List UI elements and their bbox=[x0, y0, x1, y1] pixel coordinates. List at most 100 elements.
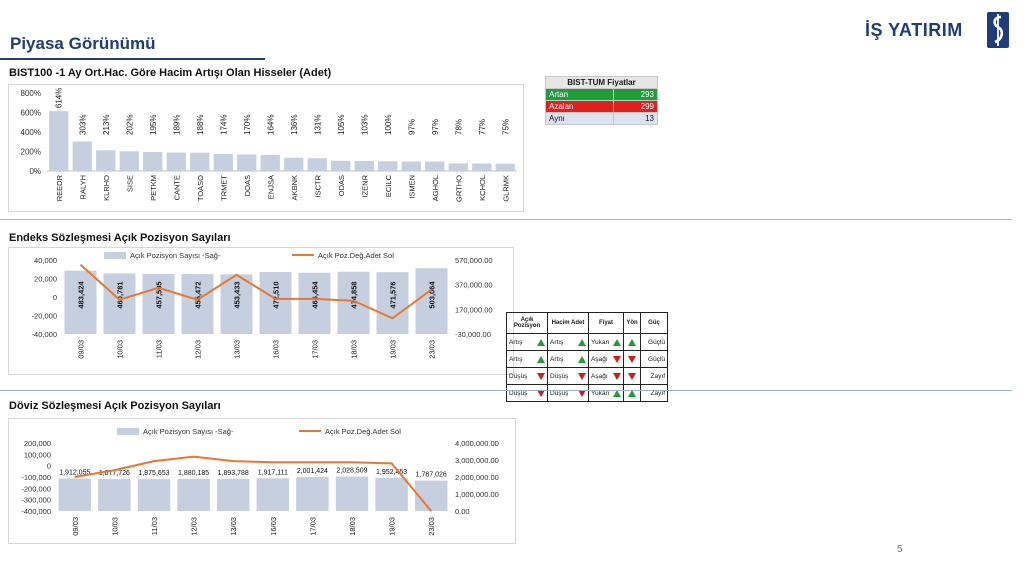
x-tick-label: 17/03 bbox=[308, 517, 317, 536]
x-tick-label: DOAS bbox=[243, 175, 252, 196]
bar-sise bbox=[119, 151, 139, 171]
signal-cell: Yukarı bbox=[588, 384, 624, 402]
logo-mark-icon bbox=[987, 12, 1009, 48]
section-divider bbox=[0, 390, 1012, 391]
stats-value: 299 bbox=[613, 100, 658, 113]
section3-title: Döviz Sözleşmesi Açık Pozisyon Sayıları bbox=[9, 400, 221, 412]
signal-cell bbox=[623, 350, 641, 368]
arrow-down-icon bbox=[628, 372, 636, 380]
arrow-up-icon bbox=[628, 338, 636, 346]
x-tick-label: 11/03 bbox=[150, 517, 159, 535]
right-axis-tick: 3,000,000.00 bbox=[455, 456, 499, 465]
bar-akbnk bbox=[284, 157, 304, 171]
bar-ecilc bbox=[378, 161, 398, 171]
x-tick-label: RALYH bbox=[78, 175, 87, 199]
bar-value-label: 503,064 bbox=[428, 281, 437, 309]
bar-toaso bbox=[190, 152, 210, 171]
signal-cell: Düşüş bbox=[506, 367, 548, 385]
section1-title: BIST100 -1 Ay Ort.Hac. Göre Hacim Artışı… bbox=[9, 67, 332, 79]
left-axis-tick: 200,000 bbox=[24, 439, 51, 448]
bar-16-03 bbox=[256, 478, 290, 511]
bar-value-label: 213% bbox=[102, 115, 111, 135]
signal-text: Zayıf bbox=[650, 389, 665, 397]
arrow-up-icon bbox=[628, 389, 636, 397]
x-tick-label: 09/03 bbox=[77, 340, 86, 359]
bist-tum-table: BIST-TUM Fiyatlar Artan 293 Azalan 299 A… bbox=[545, 76, 658, 125]
bar-cante bbox=[166, 152, 186, 171]
x-tick-label: GRTHO bbox=[454, 175, 463, 202]
bar-aghol bbox=[425, 161, 445, 171]
bar-11-03 bbox=[137, 479, 171, 511]
bar-value-label: 75% bbox=[501, 119, 510, 135]
bar-value-label: 100% bbox=[384, 115, 393, 135]
bar-value-label: 460,781 bbox=[116, 281, 125, 308]
bar-value-label: 188% bbox=[196, 115, 205, 135]
x-tick-label: 10/03 bbox=[110, 517, 119, 536]
signal-cell: Artış bbox=[506, 333, 548, 351]
x-tick-label: CANTE bbox=[172, 175, 181, 200]
signal-text: Düşüş bbox=[550, 372, 569, 380]
signal-cell: Artış bbox=[547, 350, 589, 368]
bar-23-03 bbox=[414, 480, 448, 511]
section2-title: Endeks Sözleşmesi Açık Pozisyon Sayıları bbox=[9, 232, 231, 244]
signal-cell bbox=[623, 384, 641, 402]
stats-label: Aynı bbox=[545, 112, 614, 125]
endeks-combo-chart: Açık Pozisyon Sayısı -Sağ- Açık Poz.Değ.A… bbox=[32, 251, 493, 359]
bar-09-03 bbox=[64, 270, 97, 334]
x-tick-label: TOASO bbox=[196, 175, 205, 201]
signal-cell: Zayıf bbox=[640, 384, 668, 402]
logo-text: İŞ YATIRIM bbox=[865, 20, 963, 40]
bar-ismen bbox=[401, 161, 421, 171]
bar-09-03 bbox=[58, 478, 92, 511]
bar-11-03 bbox=[142, 273, 175, 334]
left-axis-tick: -200,000 bbox=[21, 484, 51, 493]
arrow-up-icon bbox=[537, 355, 545, 363]
x-tick-label: REEDR bbox=[55, 174, 64, 201]
stats-row-ayni: Aynı 13 bbox=[545, 112, 658, 125]
bar-value-label: 202% bbox=[125, 115, 134, 135]
bar-23-03 bbox=[415, 268, 448, 334]
bar-value-label: 1,880,185 bbox=[178, 470, 209, 477]
legend-label: Açık Pozisyon Sayısı -Sağ- bbox=[143, 427, 234, 436]
left-axis-tick: -300,000 bbox=[21, 496, 51, 505]
right-axis-tick: -30,000.00 bbox=[455, 330, 491, 339]
line-series-acik-poz-deg bbox=[74, 455, 432, 512]
right-axis-tick: 1,000,000.00 bbox=[455, 490, 499, 499]
x-tick-label: SISE bbox=[125, 175, 134, 192]
bar-value-label: 457,505 bbox=[155, 281, 164, 308]
bar-doas bbox=[237, 154, 257, 171]
bar-13-03 bbox=[216, 478, 250, 511]
x-tick-label: 16/03 bbox=[269, 517, 278, 536]
signal-cell: Aşağı bbox=[588, 350, 624, 368]
x-tick-label: 13/03 bbox=[229, 517, 238, 536]
bar-isctr bbox=[307, 158, 327, 171]
section-divider bbox=[0, 219, 1012, 220]
bar-value-label: 453,433 bbox=[233, 281, 242, 308]
left-axis-tick: 100,000 bbox=[24, 450, 51, 459]
stats-row-artan: Artan 293 bbox=[545, 88, 658, 101]
page-number: 5 bbox=[897, 544, 903, 555]
endeks-chart-panel: Açık Pozisyon Sayısı -Sağ- Açık Poz.Değ.A… bbox=[8, 247, 514, 375]
bar-value-label: 471,576 bbox=[389, 281, 398, 308]
bar-value-label: 466,454 bbox=[311, 281, 320, 309]
x-tick-label: PETKM bbox=[149, 175, 158, 201]
bar-19-03 bbox=[376, 272, 409, 334]
x-tick-label: 17/03 bbox=[311, 340, 320, 359]
bar-16-03 bbox=[259, 272, 292, 334]
arrow-down-icon bbox=[578, 389, 586, 397]
signal-cell: Artış bbox=[506, 350, 548, 368]
x-tick-label: 16/03 bbox=[272, 340, 281, 359]
signal-cell: Düşüş bbox=[506, 384, 548, 402]
x-tick-label: 10/03 bbox=[116, 340, 125, 359]
signal-cell: Zayıf bbox=[640, 367, 668, 385]
bar-value-label: 303% bbox=[78, 115, 87, 135]
bar-10-03 bbox=[98, 479, 131, 511]
bar-trmet bbox=[213, 154, 233, 171]
bar-value-label: 78% bbox=[454, 119, 463, 135]
stats-label: Artan bbox=[545, 88, 614, 101]
bar-value-label: 1,875,653 bbox=[138, 470, 169, 477]
bar-enjsa bbox=[260, 155, 280, 171]
x-tick-label: KCHOL bbox=[478, 175, 487, 201]
bar-10-03 bbox=[103, 273, 136, 334]
left-axis-tick: -20,000 bbox=[32, 312, 57, 321]
